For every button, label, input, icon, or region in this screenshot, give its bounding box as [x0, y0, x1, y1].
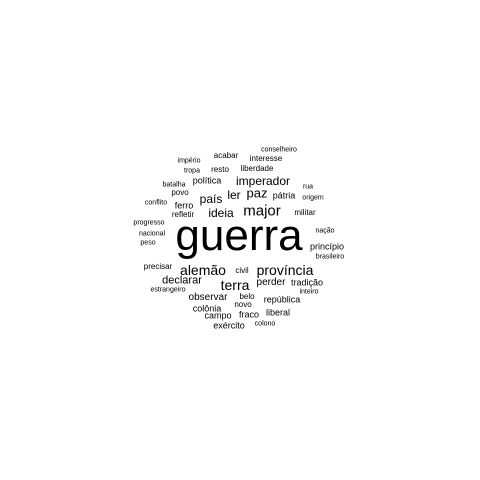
word-provincia: província	[256, 262, 314, 278]
word-declarar: declarar	[162, 274, 202, 287]
word-inteiro: inteiro	[299, 288, 319, 296]
word-politica: política	[192, 175, 222, 186]
word-nacao: nação	[315, 227, 335, 235]
word-patria: pátria	[272, 190, 296, 201]
word-alemao: alemão	[180, 262, 226, 278]
word-terra: terra	[220, 277, 250, 293]
word-fraco: fraco	[238, 309, 260, 320]
word-imperador: imperador	[235, 174, 291, 188]
word-imperio: império	[177, 157, 201, 165]
word-origem: origem	[302, 194, 324, 202]
word-estrangeiro: estrangeiro	[150, 286, 186, 294]
word-resto: resto	[211, 165, 229, 174]
word-republica: república	[263, 294, 301, 305]
word-major: major	[243, 202, 281, 220]
word-interesse: interesse	[249, 154, 283, 163]
word-conselheiro: conselheiro	[261, 146, 297, 154]
word-nacional: nacional	[138, 230, 166, 238]
word-liberal: liberal	[265, 307, 291, 318]
word-observar: observar	[188, 292, 228, 303]
word-ideia: ideia	[208, 206, 234, 220]
word-pais: país	[199, 192, 223, 206]
word-acabar: acabar	[213, 151, 239, 160]
word-peso: peso	[140, 239, 156, 247]
word-ler: ler	[227, 188, 241, 202]
word-rua: rua	[302, 183, 314, 191]
word-campo: campo	[204, 310, 232, 321]
word-perder: perder	[256, 277, 286, 288]
word-novo: novo	[234, 300, 252, 309]
word-liberdade: liberdade	[240, 164, 274, 173]
word-tropa: tropa	[184, 167, 200, 175]
word-conflito: conflito	[144, 199, 168, 207]
word-exercito: exército	[213, 320, 245, 331]
word-belo: belo	[239, 292, 255, 301]
word-guerra: guerra	[175, 211, 303, 260]
word-tradicao: tradição	[290, 277, 324, 288]
word-brasileiro: brasileiro	[315, 253, 345, 261]
word-paz: paz	[246, 185, 268, 201]
word-refletir: refletir	[171, 210, 195, 219]
word-batalha: batalha	[162, 181, 186, 189]
word-colonia: colônia	[192, 303, 222, 314]
word-principio: princípio	[309, 241, 345, 252]
word-progresso: progresso	[133, 219, 165, 227]
word-colono: colono	[254, 320, 276, 328]
word-povo: povo	[171, 188, 189, 197]
word-precisar: precisar	[143, 262, 173, 271]
word-militar: militar	[294, 208, 316, 217]
word-ferro: ferro	[174, 200, 194, 211]
word-civil: civil	[235, 266, 249, 275]
